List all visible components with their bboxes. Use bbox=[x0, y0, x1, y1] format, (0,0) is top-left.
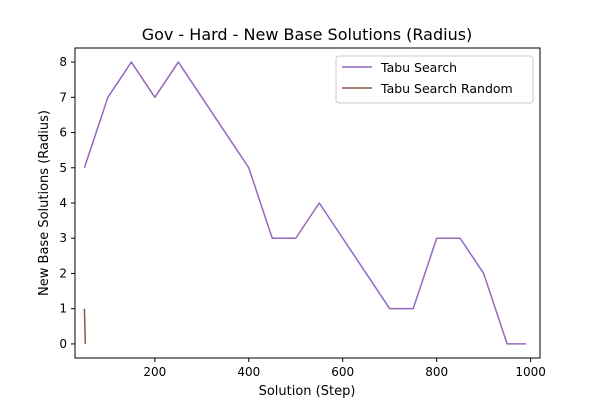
x-tick-label: 800 bbox=[425, 365, 448, 379]
legend-box bbox=[335, 55, 534, 104]
chart-title: Gov - Hard - New Base Solutions (Radius) bbox=[142, 25, 473, 44]
y-tick-label: 4 bbox=[59, 196, 67, 210]
x-axis: 200 400 600 800 1000 bbox=[143, 358, 546, 379]
y-tick-label: 5 bbox=[59, 161, 67, 175]
series-line-tabu-search bbox=[83, 61, 526, 345]
y-tick-label: 1 bbox=[59, 302, 67, 316]
y-tick-label: 2 bbox=[59, 266, 67, 280]
legend-label-tabu-search: Tabu Search bbox=[380, 60, 457, 75]
legend: Tabu Search Tabu Search Random bbox=[335, 55, 534, 104]
y-axis-label: New Base Solutions (Radius) bbox=[37, 110, 52, 296]
x-axis-label: Solution (Step) bbox=[259, 384, 356, 399]
x-tick-label: 200 bbox=[143, 365, 166, 379]
y-tick-label: 6 bbox=[59, 126, 67, 140]
y-tick-label: 0 bbox=[59, 337, 67, 351]
y-tick-label: 7 bbox=[59, 90, 67, 104]
series-line-tabu-search-random bbox=[83, 308, 87, 344]
y-tick-label: 3 bbox=[59, 231, 67, 245]
y-tick-label: 8 bbox=[59, 55, 67, 69]
y-axis: 0 1 2 3 4 5 6 7 8 bbox=[59, 55, 75, 351]
series-lines bbox=[83, 61, 526, 345]
legend-label-tabu-search-random: Tabu Search Random bbox=[380, 81, 513, 96]
x-tick-label: 600 bbox=[331, 365, 354, 379]
x-tick-label: 1000 bbox=[515, 365, 546, 379]
x-tick-label: 400 bbox=[237, 365, 260, 379]
